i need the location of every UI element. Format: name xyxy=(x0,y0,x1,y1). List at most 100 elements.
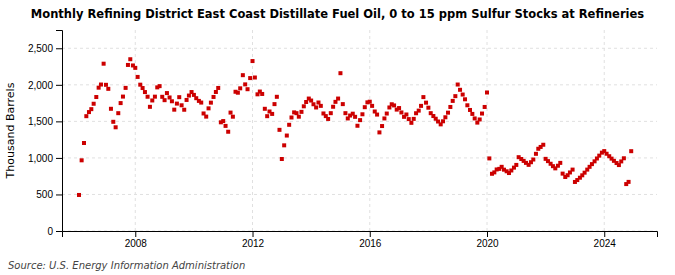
point xyxy=(253,76,257,80)
chart: 2008201220162020202405001,0001,5002,0002… xyxy=(0,0,675,275)
point xyxy=(290,115,294,119)
point xyxy=(299,110,303,114)
point xyxy=(116,111,120,115)
tick: 2008 xyxy=(125,231,148,249)
point xyxy=(294,111,298,115)
point xyxy=(224,124,228,128)
tick-label: 0 xyxy=(47,226,53,237)
point xyxy=(319,104,323,108)
tick-label: 2016 xyxy=(359,238,382,249)
point xyxy=(185,98,189,102)
point xyxy=(534,152,538,156)
x-axis: 20082012201620202024 xyxy=(63,231,658,249)
point xyxy=(243,82,247,86)
point xyxy=(158,84,162,88)
point xyxy=(302,104,306,108)
point xyxy=(114,125,118,129)
point xyxy=(353,115,357,119)
tick: 1,500 xyxy=(28,116,62,127)
point xyxy=(412,117,416,121)
point xyxy=(182,108,186,112)
point xyxy=(421,95,425,99)
tick: 500 xyxy=(36,189,62,200)
tick-mark xyxy=(56,121,62,122)
point xyxy=(121,95,125,99)
point xyxy=(453,94,457,98)
y-axis-title: Thousand Barrels xyxy=(4,82,17,179)
point xyxy=(263,107,267,111)
point xyxy=(392,103,396,107)
y-axis: 05001,0001,5002,0002,500 xyxy=(28,31,63,237)
tick-label: 2,000 xyxy=(28,80,53,91)
point xyxy=(128,57,132,61)
point xyxy=(275,95,279,99)
point xyxy=(170,99,174,103)
point xyxy=(358,118,362,122)
tick-mark xyxy=(487,231,488,237)
point xyxy=(571,168,575,172)
axis-line xyxy=(63,232,658,238)
tick: 2,000 xyxy=(28,80,62,91)
point xyxy=(377,130,381,134)
grid-line xyxy=(62,157,657,158)
tick-label: 2024 xyxy=(594,238,617,249)
point xyxy=(265,114,269,118)
point xyxy=(251,59,255,63)
point xyxy=(168,95,172,99)
point xyxy=(341,102,345,106)
point xyxy=(280,157,284,161)
point xyxy=(199,101,203,105)
point xyxy=(187,94,191,98)
point xyxy=(89,107,93,111)
point xyxy=(209,101,213,105)
point xyxy=(622,156,626,160)
point xyxy=(399,110,403,114)
point xyxy=(370,104,374,108)
tick-label: 1,500 xyxy=(28,116,53,127)
point xyxy=(485,90,489,94)
tick-mark xyxy=(253,231,254,237)
point xyxy=(136,75,140,79)
point xyxy=(270,112,274,116)
point xyxy=(465,103,469,107)
point xyxy=(382,116,386,120)
point xyxy=(314,105,318,109)
point xyxy=(150,98,154,102)
point xyxy=(355,124,359,128)
point xyxy=(419,104,423,108)
point xyxy=(94,95,98,99)
point xyxy=(627,180,631,184)
tick-label: 2020 xyxy=(476,238,499,249)
point xyxy=(172,108,176,112)
grid-line xyxy=(369,30,370,231)
point xyxy=(480,112,484,116)
grid-line xyxy=(135,30,136,231)
point xyxy=(514,163,518,167)
point xyxy=(385,112,389,116)
source-note: Source: U.S. Energy Information Administ… xyxy=(8,260,245,271)
tick: 2016 xyxy=(359,231,382,249)
point xyxy=(111,120,115,124)
point xyxy=(285,134,289,138)
point xyxy=(531,158,535,162)
point xyxy=(463,97,467,101)
point xyxy=(336,97,340,101)
point xyxy=(177,95,181,99)
tick: 2020 xyxy=(476,231,499,249)
tick: 2,500 xyxy=(28,43,62,54)
point xyxy=(163,98,167,102)
tick-mark xyxy=(56,85,62,86)
tick: 0 xyxy=(47,226,62,237)
point xyxy=(229,111,233,115)
point xyxy=(478,117,482,121)
point xyxy=(260,92,264,96)
point xyxy=(143,90,147,94)
point xyxy=(309,99,313,103)
point xyxy=(82,141,86,145)
point xyxy=(473,116,477,120)
point xyxy=(629,149,633,153)
point xyxy=(133,66,137,70)
point xyxy=(456,83,460,87)
grid-line xyxy=(604,30,605,231)
tick-mark xyxy=(56,48,62,49)
